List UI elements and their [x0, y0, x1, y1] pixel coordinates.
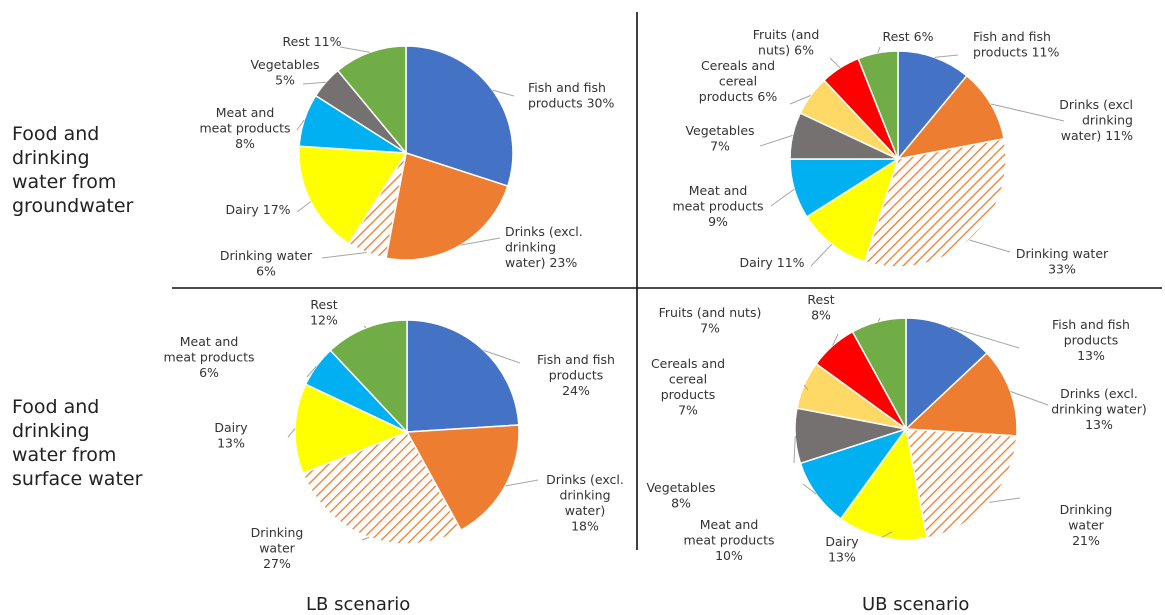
data-label-cereals: Cereals and cereal products 7%	[651, 356, 725, 418]
pie-slice-drinks	[896, 74, 1005, 161]
pie-slice-drinks	[904, 351, 1018, 437]
data-label-drinks: Drinks (excl. drinking water) 23%	[505, 224, 583, 270]
pie-slice-drinks	[385, 152, 509, 261]
pie-slice-dairy	[805, 157, 900, 263]
row-label-surface-water: Food and drinking water from surface wat…	[12, 396, 143, 490]
data-label-cereals: Cereals and cereal products 6%	[699, 58, 778, 104]
data-label-fish: Fish and fish products 24%	[537, 352, 615, 398]
data-label-fruits: Fruits (and nuts) 6%	[753, 27, 820, 58]
leader-line	[949, 326, 1020, 349]
data-label-vegetables: Vegetables 5%	[250, 57, 319, 88]
data-label-drinking-water: Drinking water 21%	[1060, 502, 1113, 548]
leader-line	[989, 497, 1021, 503]
leader-line	[759, 134, 793, 147]
data-label-fish: Fish and fish products 30%	[528, 80, 614, 111]
data-label-rest: Rest 8%	[807, 292, 834, 323]
data-label-fish: Fish and fish products 13%	[1052, 317, 1130, 363]
pie-chart-3: Fish and fish products 24% Drinks (excl. dri…	[164, 297, 624, 571]
leader-line	[789, 95, 811, 105]
leader-line	[363, 325, 367, 329]
data-label-dairy: Dairy 13%	[214, 420, 248, 451]
leader-line	[287, 428, 296, 438]
data-label-drinking-water: Drinking water 33%	[1016, 246, 1109, 277]
leader-line	[1010, 390, 1049, 406]
data-label-dairy: Dairy 13%	[825, 534, 859, 565]
pie-slice-drinks	[405, 424, 520, 532]
leader-line	[881, 531, 893, 538]
pie-chart-2: Fish and fish products 11% Drinks (excl dri…	[673, 27, 1134, 277]
leader-line	[306, 365, 317, 378]
leader-line	[296, 119, 305, 131]
pie-slice-fish	[905, 317, 988, 431]
pie-slice-rest	[857, 50, 899, 160]
row-label-groundwater: Food and drinking water from groundwater	[12, 123, 134, 217]
pie-slice-drinking-water	[905, 428, 1018, 539]
data-label-rest: Rest 6%	[882, 29, 933, 44]
data-label-meat: Meat and meat products 10%	[684, 517, 775, 563]
leader-line	[505, 479, 539, 487]
leader-line	[803, 384, 809, 391]
leader-line	[877, 317, 881, 322]
leader-line	[296, 201, 312, 213]
pie-slice-fish	[405, 45, 514, 188]
data-label-meat: Meat and meat products 9%	[673, 183, 764, 229]
leader-line	[483, 349, 521, 364]
data-label-vegetables: Vegetables 7%	[685, 123, 754, 154]
leader-line	[810, 243, 833, 267]
data-label-dairy: Dairy 11%	[739, 255, 804, 270]
data-label-fish: Fish and fish products 11%	[973, 29, 1059, 60]
data-label-vegetables: Vegetables 8%	[646, 480, 715, 511]
pie-slice-fish	[897, 50, 968, 162]
data-label-fruits: Fruits (and nuts) 7%	[659, 305, 762, 336]
pie-chart-4: Fish and fish products 13% Drinks (excl. dri…	[646, 292, 1146, 565]
leader-line	[770, 188, 795, 207]
pie-chart-1: Fish and fish products 30% Drinks (excl. dr…	[200, 34, 615, 279]
pie-slice-rest	[851, 317, 907, 430]
data-label-meat: Meat and meat products 6%	[164, 334, 255, 380]
leader-line	[877, 46, 881, 54]
leader-line	[829, 57, 841, 69]
leader-line	[302, 81, 326, 85]
column-label-ub: UB scenario	[862, 594, 970, 615]
data-label-rest: Rest 12%	[310, 297, 338, 328]
leader-line	[832, 333, 839, 346]
leader-line	[802, 483, 817, 495]
data-label-drinks: Drinks (excl. drinking water) 18%	[546, 472, 624, 534]
data-label-drinks: Drinks (excl drinking water) 11%	[1059, 97, 1133, 143]
leader-line	[969, 239, 1011, 253]
data-label-drinking-water: Drinking water 27%	[251, 525, 304, 571]
leader-line	[339, 46, 370, 53]
data-label-rest: Rest 11%	[283, 34, 342, 49]
leader-line	[990, 103, 1065, 122]
pie-slice-dairy	[294, 383, 409, 475]
leader-line	[793, 435, 796, 464]
leader-line	[361, 536, 370, 541]
leader-line	[934, 54, 959, 58]
data-label-drinks: Drinks (excl. drinking water) 13%	[1051, 386, 1147, 432]
leader-line	[460, 237, 501, 246]
column-label-lb: LB scenario	[306, 594, 411, 615]
pie-slice-fish	[406, 319, 520, 433]
data-label-drinking-water: Drinking water 6%	[220, 248, 313, 279]
leader-line	[492, 89, 515, 97]
leader-line	[321, 252, 367, 259]
data-label-dairy: Dairy 17%	[225, 202, 290, 217]
data-label-meat: Meat and meat products 8%	[200, 105, 291, 151]
pie-slice-rest	[336, 45, 407, 156]
